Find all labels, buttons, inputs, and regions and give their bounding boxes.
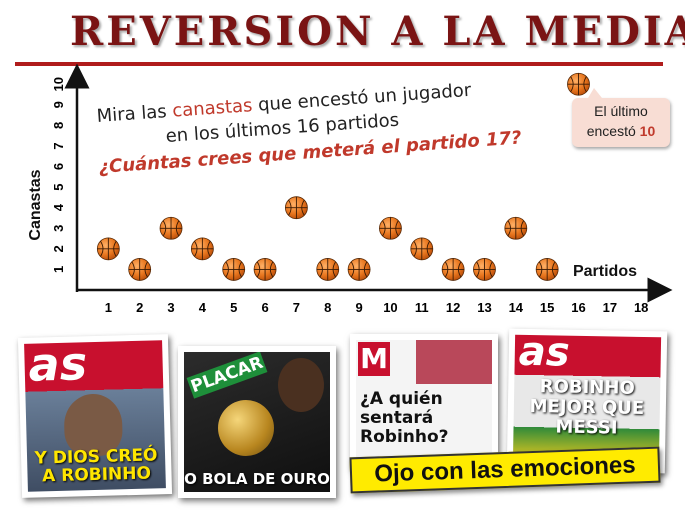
cover-headline: ROBINHO MEJOR QUE MESSI <box>529 376 645 439</box>
x-tick-label: 13 <box>477 300 491 315</box>
x-tick-label: 18 <box>634 300 648 315</box>
x-tick-label: 11 <box>415 300 429 315</box>
basketball-point <box>128 258 152 281</box>
basketball-point <box>253 258 277 281</box>
title-underline <box>15 62 663 66</box>
callout-value: 10 <box>639 123 656 139</box>
data-points <box>96 72 590 281</box>
cover-photo: M ¿A quién sentará Robinho? <box>356 340 492 464</box>
callout-text: encestó <box>586 123 640 139</box>
x-tick-label: 7 <box>293 300 300 315</box>
y-tick-label: 4 <box>51 203 66 211</box>
slide-title: REVERSION A LA MEDIA <box>70 8 685 55</box>
x-tick-label: 8 <box>324 300 331 315</box>
basketball-point <box>441 258 465 281</box>
basketball-point <box>96 237 120 261</box>
x-tick-label: 10 <box>383 300 397 315</box>
x-tick-label: 2 <box>136 300 143 315</box>
y-tick-label: 10 <box>51 77 66 91</box>
x-tick-label: 15 <box>540 300 554 315</box>
cover-masthead: M <box>358 342 390 376</box>
y-tick-labels: 1 2 3 4 5 6 7 8 9 10 <box>51 77 66 273</box>
basketball-point <box>535 258 559 281</box>
y-tick-label: 7 <box>51 142 66 149</box>
x-tick-label: 17 <box>603 300 617 315</box>
x-tick-label: 3 <box>167 300 174 315</box>
cover-headline: Y DIOS CREÓ A ROBINHO <box>34 445 158 487</box>
x-tick-labels: 1 2 3 4 5 6 7 8 9 10 11 12 13 14 15 16 17 18 <box>105 300 649 315</box>
x-tick-label: 5 <box>230 300 237 315</box>
magazine-cover-placar: PLACAR O BOLA DE OURO <box>178 346 336 498</box>
x-tick-label: 6 <box>261 300 268 315</box>
y-tick-label: 3 <box>51 225 66 232</box>
cover-masthead: as <box>518 334 571 376</box>
x-tick-label: 16 <box>571 300 585 315</box>
basketball-point <box>567 72 590 96</box>
cover-photo: as Y DIOS CREÓ A ROBINHO <box>24 340 166 492</box>
basketball-point <box>285 196 308 220</box>
y-tick-label: 2 <box>51 245 66 252</box>
y-tick-label: 6 <box>51 163 66 170</box>
cover-photo: PLACAR O BOLA DE OURO <box>184 352 330 492</box>
y-tick-label: 1 <box>51 266 66 273</box>
x-tick-label: 1 <box>105 300 112 315</box>
x-tick-label: 4 <box>199 300 207 315</box>
player-photo <box>416 340 492 384</box>
callout-line-2: encestó 10 <box>572 121 670 141</box>
basketball-point <box>190 237 214 261</box>
y-axis-label: Canastas <box>27 169 44 240</box>
x-tick-label: 9 <box>355 300 362 315</box>
cover-masthead: as <box>27 340 88 392</box>
newspaper-cover-as-1: as Y DIOS CREÓ A ROBINHO <box>17 334 173 498</box>
last-game-callout: El último encestó 10 <box>572 88 670 147</box>
cover-headline: O BOLA DE OURO <box>184 470 330 488</box>
newspaper-cover-marca: M ¿A quién sentará Robinho? <box>350 334 498 470</box>
basketball-point <box>379 216 402 240</box>
y-tick-label: 8 <box>51 122 66 129</box>
basketball-point <box>316 258 340 281</box>
basketball-point <box>504 216 528 240</box>
cover-headline: ¿A quién sentará Robinho? <box>360 389 449 447</box>
golden-ball-photo <box>218 400 274 456</box>
x-tick-label: 14 <box>509 300 524 315</box>
y-tick-label: 9 <box>51 101 66 108</box>
callout-line-1: El último <box>594 103 648 119</box>
y-tick-label: 5 <box>51 183 66 190</box>
player-photo <box>278 358 324 412</box>
x-axis-label: Partidos <box>573 263 637 280</box>
basketball-point <box>410 237 434 261</box>
cover-masthead: PLACAR <box>186 352 268 399</box>
basketball-point <box>347 258 371 281</box>
basketball-point <box>159 216 183 240</box>
basketball-point <box>473 258 496 281</box>
x-tick-label: 12 <box>446 300 460 315</box>
basketball-point <box>222 258 246 281</box>
